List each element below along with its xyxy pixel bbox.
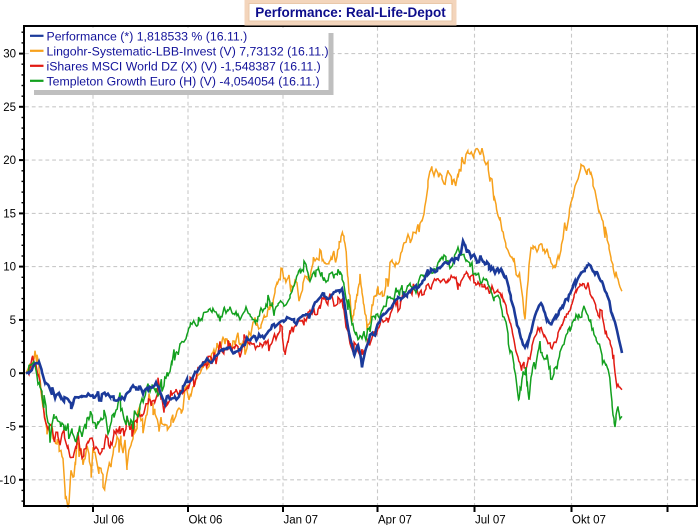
svg-text:Apr 07: Apr 07 <box>378 515 412 526</box>
svg-text:Performance: Real-Life-Depot: Performance: Real-Life-Depot <box>255 5 446 20</box>
svg-text:5: 5 <box>10 315 16 327</box>
svg-text:Jul 06: Jul 06 <box>94 515 125 526</box>
svg-text:Lingohr-Systematic-LBB-Invest: Lingohr-Systematic-LBB-Invest (V) 7,7313… <box>47 44 329 58</box>
svg-text:15: 15 <box>3 208 16 220</box>
svg-text:Okt 07: Okt 07 <box>572 515 606 526</box>
svg-text:20: 20 <box>3 155 16 167</box>
svg-text:10: 10 <box>3 262 16 274</box>
svg-text:25: 25 <box>3 102 16 114</box>
svg-text:Jul 07: Jul 07 <box>475 515 506 526</box>
svg-text:0: 0 <box>10 368 16 380</box>
svg-text:-10: -10 <box>0 475 16 487</box>
svg-text:30: 30 <box>3 49 16 61</box>
svg-text:Jan 07: Jan 07 <box>284 515 319 526</box>
svg-text:iShares MSCI World DZ (X) (V): iShares MSCI World DZ (X) (V) -1,548387 … <box>47 59 321 73</box>
svg-text:Performance (*) 1,818533 % (16: Performance (*) 1,818533 % (16.11.) <box>47 29 248 43</box>
svg-text:Templeton Growth Euro (H) (V): Templeton Growth Euro (H) (V) -4,054054 … <box>47 74 320 88</box>
svg-text:Okt 06: Okt 06 <box>189 515 223 526</box>
svg-text:-5: -5 <box>6 422 16 434</box>
